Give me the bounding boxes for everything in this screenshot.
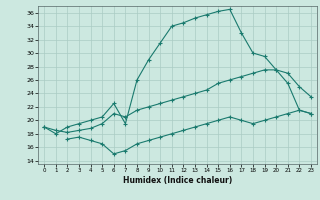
X-axis label: Humidex (Indice chaleur): Humidex (Indice chaleur): [123, 176, 232, 185]
